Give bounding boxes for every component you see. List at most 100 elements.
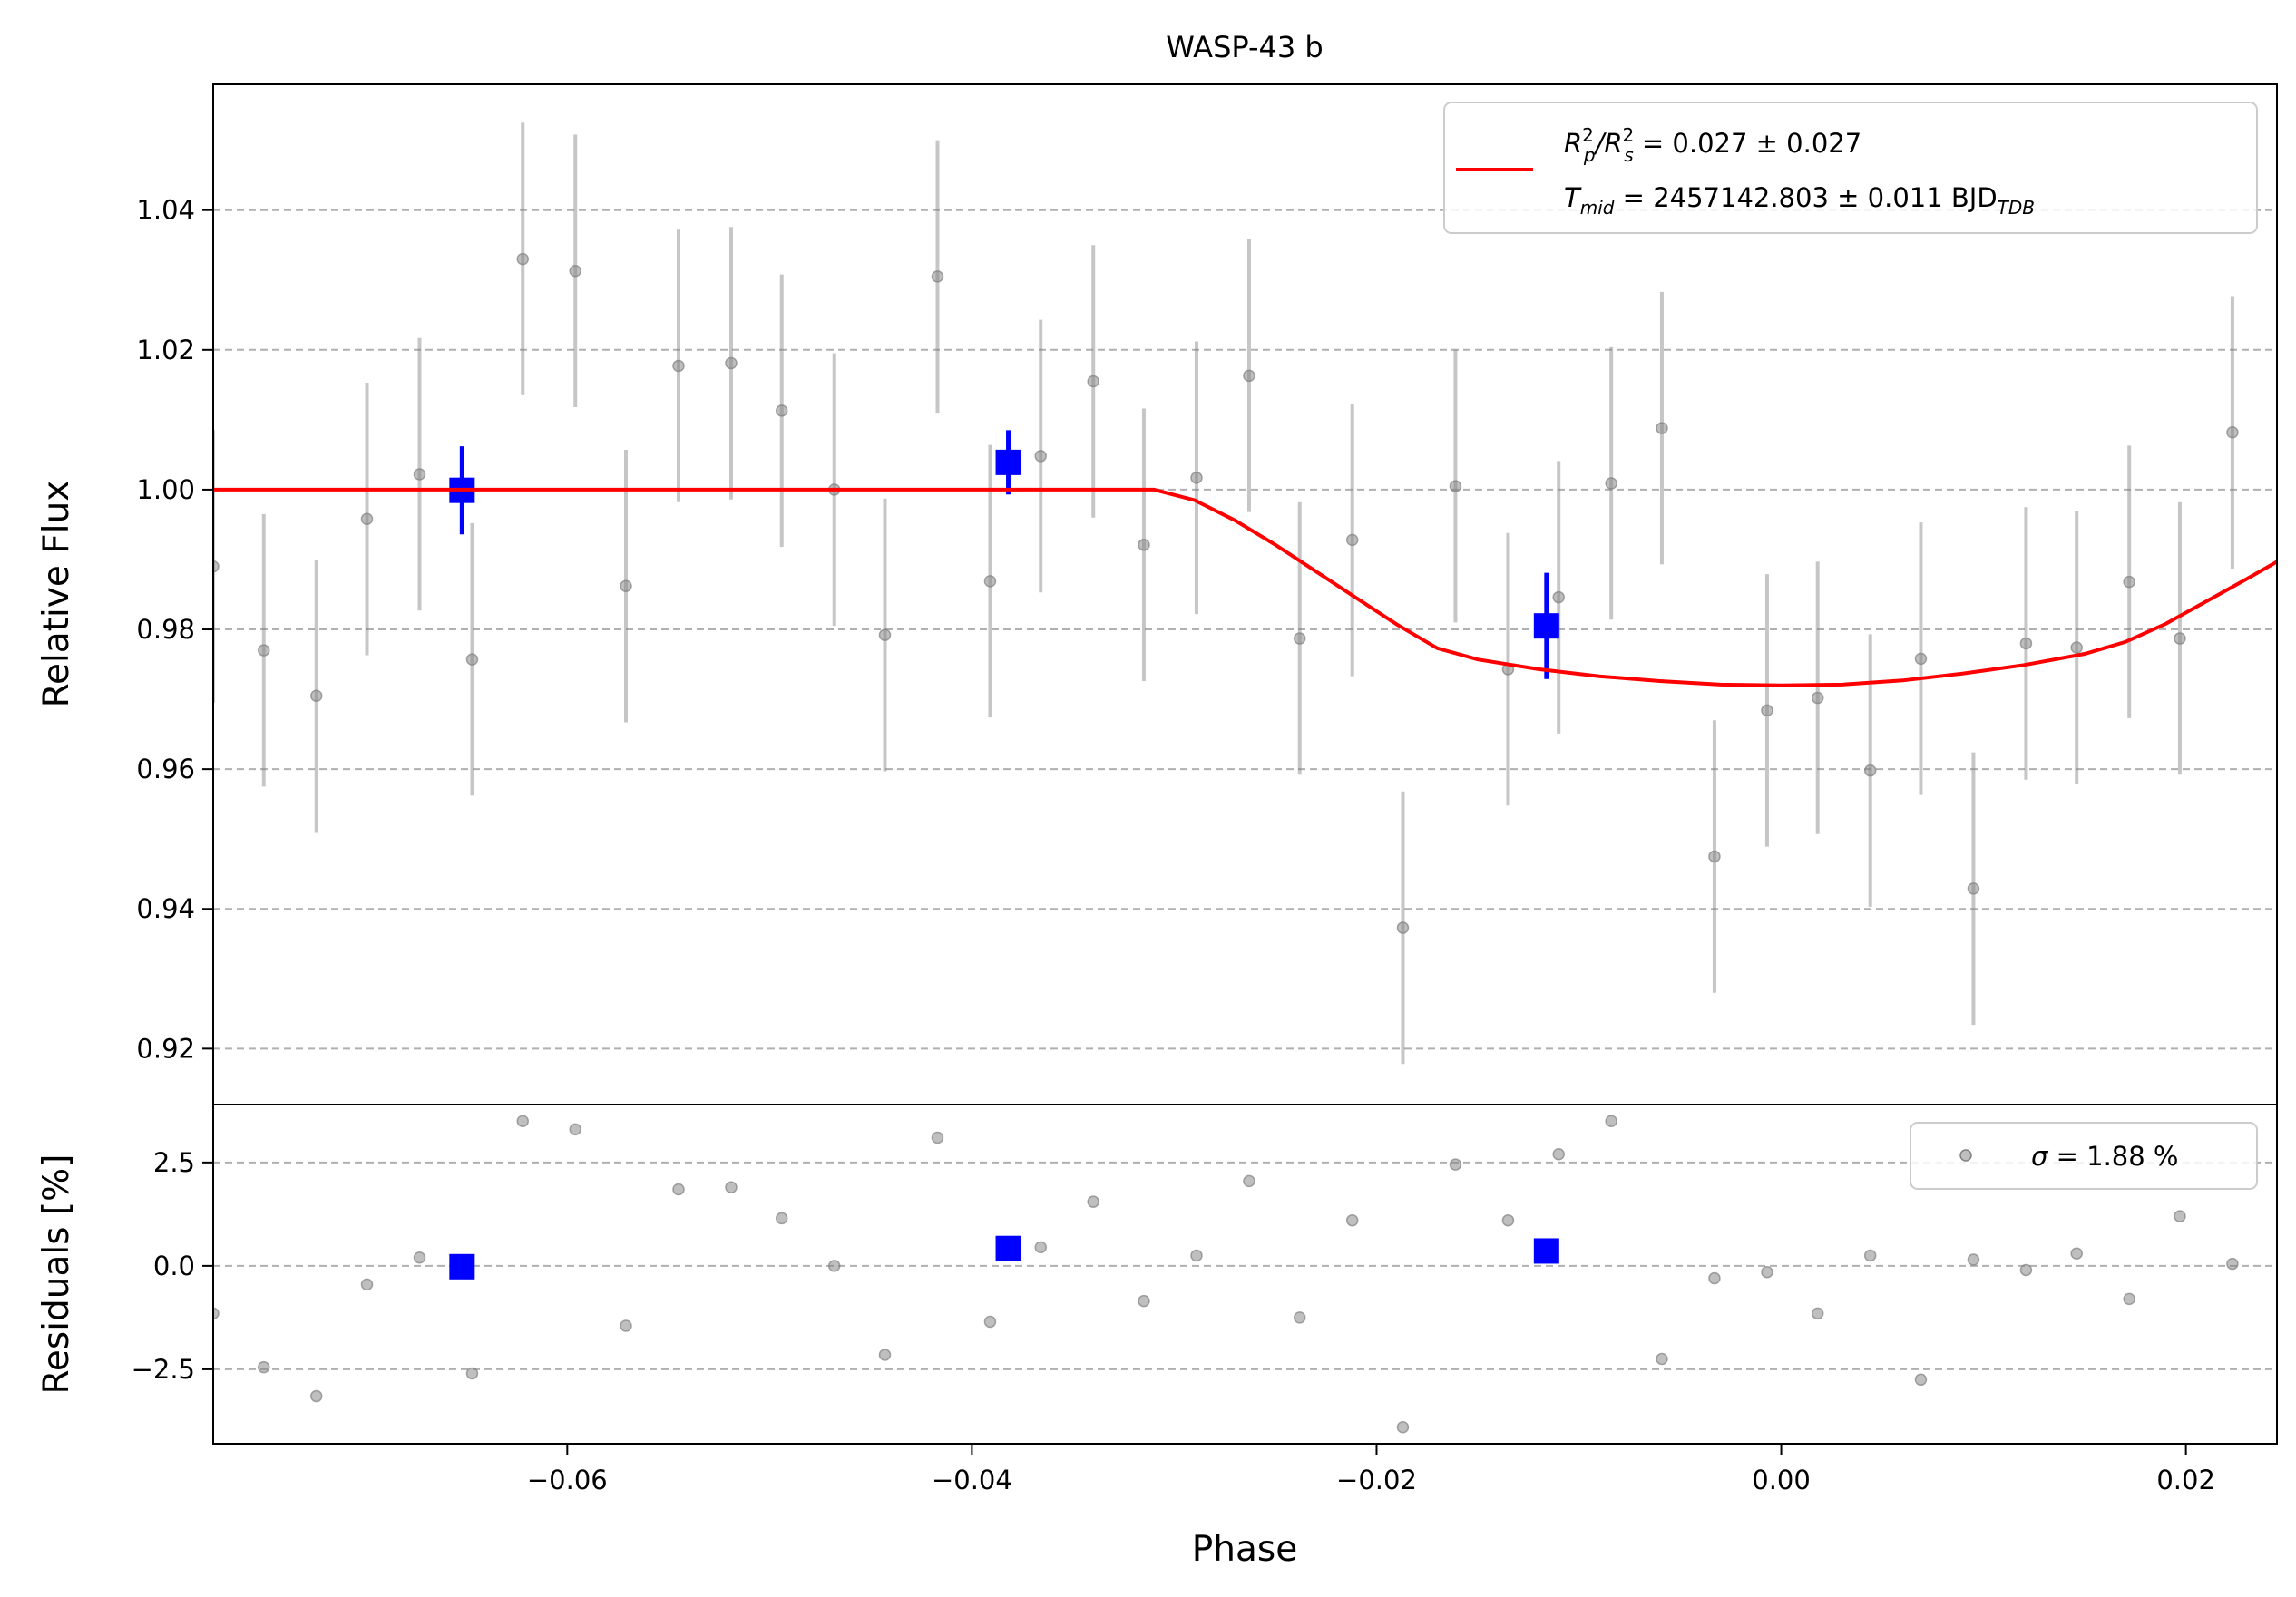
top-data-point xyxy=(569,264,581,278)
top-data-point xyxy=(213,560,220,573)
top-y-tick-label: 0.96 xyxy=(136,754,195,784)
top-data-point xyxy=(931,270,944,283)
top-data-point xyxy=(360,512,374,526)
top-data-point xyxy=(983,575,997,588)
top-y-axis-label: Relative Flux xyxy=(36,481,77,708)
top-data-point xyxy=(1449,480,1462,492)
legend-depth-entry: R2 p/R2 s = 0.027 ± 0.027 xyxy=(1564,124,1861,166)
top-legend: R2 p/R2 s = 0.027 ± 0.027 Tmid = 2457142.8… xyxy=(1443,102,2258,234)
bottom-data-point xyxy=(2019,1263,2033,1277)
bottom-data-point xyxy=(672,1183,685,1196)
top-data-point xyxy=(2123,575,2135,589)
bottom-data-point xyxy=(360,1278,374,1291)
top-data-point xyxy=(1396,921,1410,934)
bottom-y-tick-label: 2.5 xyxy=(153,1147,195,1178)
residual-legend-marker xyxy=(1959,1149,1972,1162)
top-y-tick-label: 1.04 xyxy=(136,195,195,226)
top-data-point xyxy=(258,644,270,657)
bottom-data-point xyxy=(516,1115,529,1127)
top-y-tick-label: 1.02 xyxy=(136,335,195,365)
top-y-tick-label: 0.94 xyxy=(136,893,195,924)
top-data-point xyxy=(1708,850,1721,863)
top-binned-point xyxy=(995,449,1021,475)
bottom-data-point xyxy=(1914,1373,1928,1387)
bottom-y-axis-label: Residuals [%] xyxy=(36,1154,77,1395)
bottom-data-point xyxy=(1761,1265,1773,1279)
top-data-point xyxy=(1967,882,1980,895)
x-tick-label: 0.02 xyxy=(2156,1465,2215,1495)
top-data-point xyxy=(775,404,788,417)
bottom-data-point xyxy=(931,1131,944,1144)
bottom-data-point xyxy=(310,1389,323,1403)
bottom-data-point xyxy=(775,1212,788,1225)
top-data-point xyxy=(1552,590,1565,604)
top-binned-point xyxy=(1533,613,1559,639)
bottom-data-point xyxy=(1708,1271,1721,1285)
bottom-data-point xyxy=(213,1307,220,1320)
bottom-y-tick-label: 0.0 xyxy=(153,1251,195,1281)
bottom-data-point xyxy=(1863,1249,1877,1262)
x-axis-label: Phase xyxy=(1192,1529,1297,1570)
top-data-point xyxy=(1761,704,1773,717)
chart-title: WASP-43 b xyxy=(1166,30,1323,64)
bottom-binned-point xyxy=(1533,1238,1559,1264)
bottom-data-point xyxy=(465,1367,479,1380)
top-data-point xyxy=(1656,422,1668,434)
top-data-point xyxy=(1138,539,1150,551)
top-data-point xyxy=(1605,477,1617,490)
bottom-data-point xyxy=(1138,1294,1150,1308)
bottom-y-tick-label: −2.5 xyxy=(132,1354,195,1385)
transit-model-line xyxy=(213,487,2277,687)
top-data-point xyxy=(2019,637,2033,650)
x-tick-label: 0.00 xyxy=(1752,1465,1811,1495)
legend-tmid-entry: Tmid = 2457142.803 ± 0.011 BJDTDB xyxy=(1564,182,2035,219)
bottom-data-point xyxy=(620,1319,632,1332)
top-data-point xyxy=(413,468,426,481)
top-data-point xyxy=(1034,450,1047,463)
top-data-point xyxy=(2174,632,2186,645)
top-y-tick-label: 0.92 xyxy=(136,1033,195,1064)
top-data-point xyxy=(1243,369,1255,383)
bottom-data-point xyxy=(1449,1158,1462,1171)
bottom-data-point xyxy=(725,1181,738,1193)
bottom-data-point xyxy=(1811,1307,1824,1320)
bottom-panel-grid xyxy=(213,1161,2277,1370)
top-data-point xyxy=(516,252,529,266)
bottom-data-point xyxy=(1605,1115,1617,1127)
x-tick-label: −0.06 xyxy=(527,1465,608,1495)
bottom-data-point xyxy=(2174,1210,2186,1222)
top-data-point xyxy=(2226,425,2239,439)
bottom-data-point xyxy=(983,1315,997,1329)
bottom-legend: σ = 1.88 % xyxy=(1910,1122,2258,1190)
top-data-point xyxy=(725,356,738,370)
bottom-data-point xyxy=(1034,1241,1047,1254)
bottom-data-point xyxy=(827,1260,841,1272)
bottom-binned-point xyxy=(995,1235,1021,1261)
top-data-point xyxy=(672,359,685,373)
bottom-data-point xyxy=(2123,1292,2135,1306)
top-data-point xyxy=(1190,472,1203,484)
bottom-data-point xyxy=(258,1360,270,1374)
x-tick-label: −0.02 xyxy=(1336,1465,1417,1495)
bottom-data-point xyxy=(878,1349,892,1361)
bottom-binned-point xyxy=(449,1253,475,1280)
top-y-tick-label: 1.00 xyxy=(136,474,195,505)
bottom-legend-box xyxy=(1910,1122,2258,1190)
top-data-point xyxy=(2070,641,2083,654)
top-panel-marks xyxy=(213,122,2277,1065)
x-ticks: −0.06 −0.04 −0.02 0.00 0.02 xyxy=(527,1444,2215,1495)
bottom-data-point xyxy=(413,1251,426,1264)
bottom-data-point xyxy=(2070,1247,2083,1260)
top-data-point xyxy=(620,579,632,593)
bottom-data-point xyxy=(1087,1195,1099,1208)
bottom-data-point xyxy=(1501,1213,1515,1227)
bottom-data-point xyxy=(1967,1253,1980,1266)
x-tick-label: −0.04 xyxy=(932,1465,1012,1495)
top-y-ticks: 0.92 0.94 0.96 0.98 1.00 1.02 1.04 xyxy=(136,195,213,1064)
bottom-data-point xyxy=(1345,1213,1359,1227)
bottom-data-point xyxy=(1243,1174,1255,1188)
bottom-y-ticks: −2.5 0.0 2.5 xyxy=(132,1147,213,1385)
top-data-point xyxy=(1863,764,1877,777)
